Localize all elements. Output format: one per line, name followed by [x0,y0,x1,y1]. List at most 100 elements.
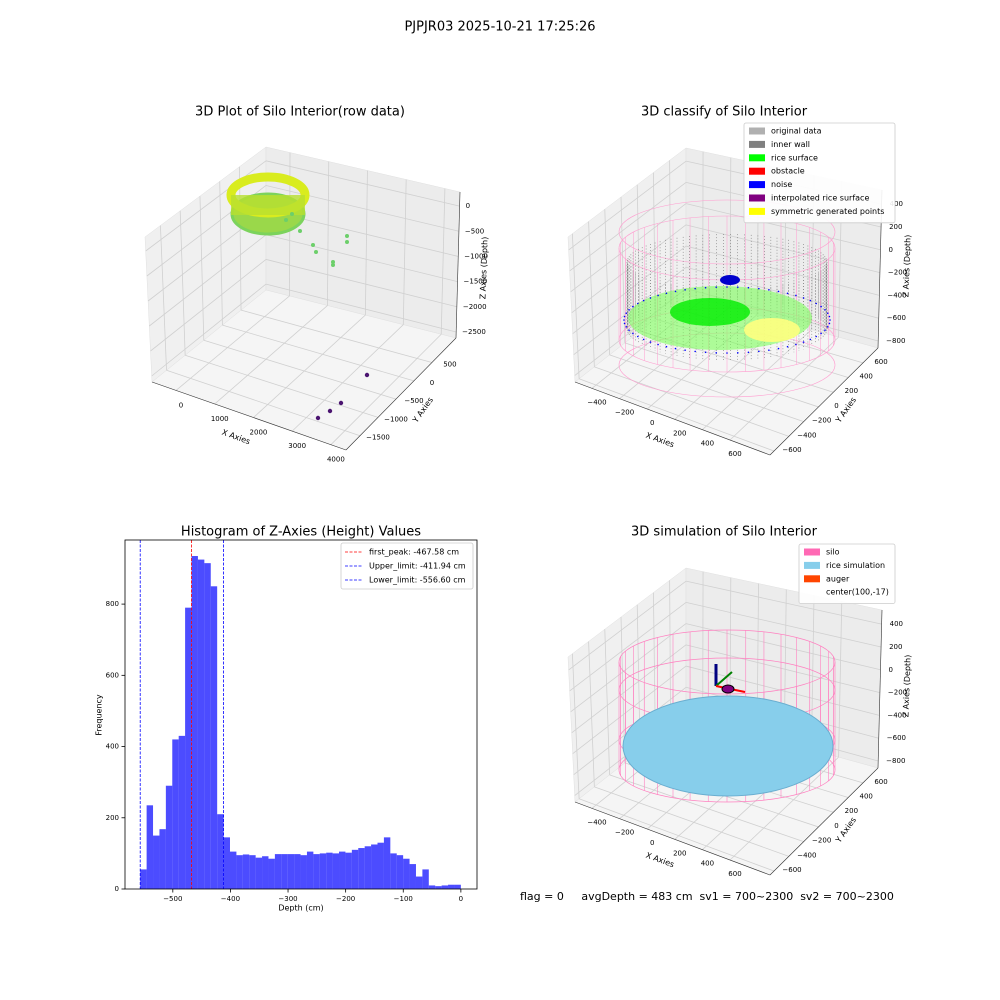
subplot-title: 3D simulation of Silo Interior [631,525,818,540]
x-tick-label: −400 [587,818,606,826]
legend-patch [749,181,765,189]
bar [326,852,333,889]
bar [210,586,218,889]
bar [140,869,147,889]
noise-point [684,289,686,291]
bar [358,848,365,889]
noise-point [758,287,760,290]
x-tick-label: 0 [650,419,654,427]
axis-label: Z Axies (Depth) [478,237,489,300]
noise-point [809,338,812,341]
y-tick-label: −400 [797,431,816,439]
noise-point [824,329,826,331]
y-tick-label: −400 [797,851,816,859]
grid-line [219,181,223,326]
cloud-point [315,415,321,421]
bar [415,876,423,889]
legend-label: rice simulation [826,561,885,570]
grid-line [199,196,205,341]
noise-point [826,312,829,314]
noise-point [736,286,739,288]
x-tick-label: −400 [221,895,240,903]
axis-line [455,191,461,339]
grid-line [570,623,687,713]
noise-point [758,350,760,353]
cloud-point [338,400,344,406]
y-tick-label: 0 [430,379,434,387]
legend-label: original data [771,127,822,136]
noise-point [726,286,728,288]
noise-point [826,326,829,328]
legend-patch [804,561,820,569]
axis-label: Y Axies [833,396,858,426]
x-tick-label: −500 [163,895,182,903]
z-tick-label: −800 [886,757,905,765]
noise-point [786,345,789,348]
x-tick-label: 400 [701,860,714,868]
bar [236,855,243,889]
subplot-title: Histogram of Z-Axies (Height) Values [181,525,421,540]
auger [721,684,735,694]
grid-line [568,580,687,671]
noise-point [786,292,789,295]
auger-axis [715,671,733,687]
plot-frame [124,539,478,890]
grid-line [588,221,595,367]
bar [249,855,256,889]
x-tick-label: 3000 [288,442,306,450]
bar [153,835,160,889]
z-tick-label: 200 [889,643,902,651]
y-tick-label: 600 [106,671,119,679]
grid-line [330,333,442,445]
grid-line [291,324,404,432]
grid-line [578,798,775,872]
grid-line [185,354,379,418]
grid-line [685,203,881,251]
z-tick-label: −400 [887,711,906,719]
bar [294,854,301,889]
cloud-point [290,212,294,216]
z-tick-label: −200 [888,689,907,697]
x-tick-label: 0 [459,895,463,903]
grid-line [571,233,580,379]
legend-label: symmetric generated points [771,207,884,216]
bar [159,829,166,889]
legend-patch [804,548,820,556]
x-tick-label: −200 [615,829,634,837]
z-tick-label: 400 [890,620,903,628]
grid-line [570,203,687,293]
legend-patch [749,127,765,135]
bar [172,739,179,889]
grid-line [669,160,672,308]
noise-point [665,345,668,348]
grid-line [569,602,687,692]
y-tick-label: −200 [812,417,831,425]
bar [345,852,352,889]
axis-label: Z Axies (Depth) [901,655,912,718]
grid-line [685,665,880,716]
grid-line [166,369,361,437]
z-tick-label: −1000 [464,252,488,260]
legend-label: first_peak: -467.58 cm [369,548,459,557]
grid-line [239,166,242,311]
y-tick-label: 0 [834,402,838,410]
z-tick-label: 400 [890,200,903,208]
grid-line [685,580,882,625]
bar [146,805,154,889]
grid-line [685,245,880,296]
legend-patch [804,575,820,583]
noise-point [815,302,818,305]
legend-box [798,543,896,604]
grid-line [327,161,330,306]
noise-point [824,309,826,311]
x-tick-label: 400 [701,440,714,448]
legend-label: auger [826,574,850,583]
y-tick-label: −200 [812,837,831,845]
legend-patch [749,207,765,215]
cloud-point [298,229,302,233]
legend-box [340,542,474,590]
bar [223,837,230,889]
subplot-title: 3D Plot of Silo Interior(row data) [195,105,405,120]
grid-line [594,366,789,437]
